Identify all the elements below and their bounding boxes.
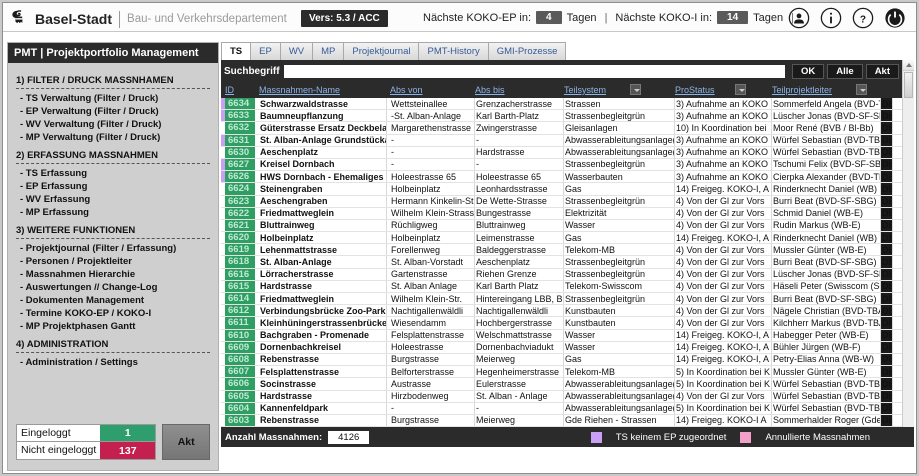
svg-text:?: ? bbox=[860, 14, 866, 25]
